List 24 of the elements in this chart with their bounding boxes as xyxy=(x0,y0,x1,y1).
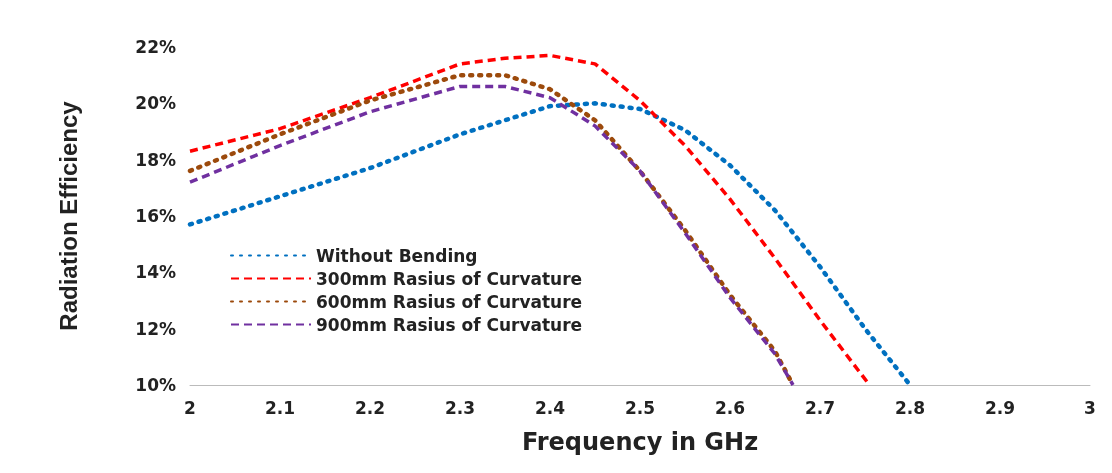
x-tick-label: 2.7 xyxy=(804,397,836,418)
y-tick-label: 10% xyxy=(135,375,176,395)
legend-label: 900mm Rasius of Curvature xyxy=(316,314,583,335)
legend-label: 600mm Rasius of Curvature xyxy=(316,291,583,312)
x-tick-label: 2 xyxy=(184,397,196,418)
x-tick-label: 2.6 xyxy=(714,397,746,418)
y-tick-label: 22% xyxy=(135,37,176,57)
legend-label: Without Bending xyxy=(316,245,478,266)
x-axis-title: Frequency in GHz xyxy=(521,428,759,456)
y-tick-label: 12% xyxy=(135,318,176,339)
x-tick-label: 2.4 xyxy=(534,397,566,418)
x-tick-label: 2.3 xyxy=(444,397,476,418)
y-axis-title: Radiation Efficiency xyxy=(54,100,82,331)
y-tick-label: 16% xyxy=(135,206,176,226)
y-tick-label: 20% xyxy=(135,93,176,114)
y-tick-label: 18% xyxy=(135,149,176,170)
legend-label: 300mm Rasius of Curvature xyxy=(316,268,583,289)
x-tick-label: 2.9 xyxy=(984,397,1016,418)
x-tick-label: 2.5 xyxy=(624,397,656,418)
x-tick-label: 2.2 xyxy=(354,397,386,418)
y-tick-label: 14% xyxy=(135,262,176,283)
x-tick-label: 2.8 xyxy=(894,397,926,418)
x-tick-label: 2.1 xyxy=(264,397,296,418)
x-tick-label: 3 xyxy=(1084,397,1096,418)
